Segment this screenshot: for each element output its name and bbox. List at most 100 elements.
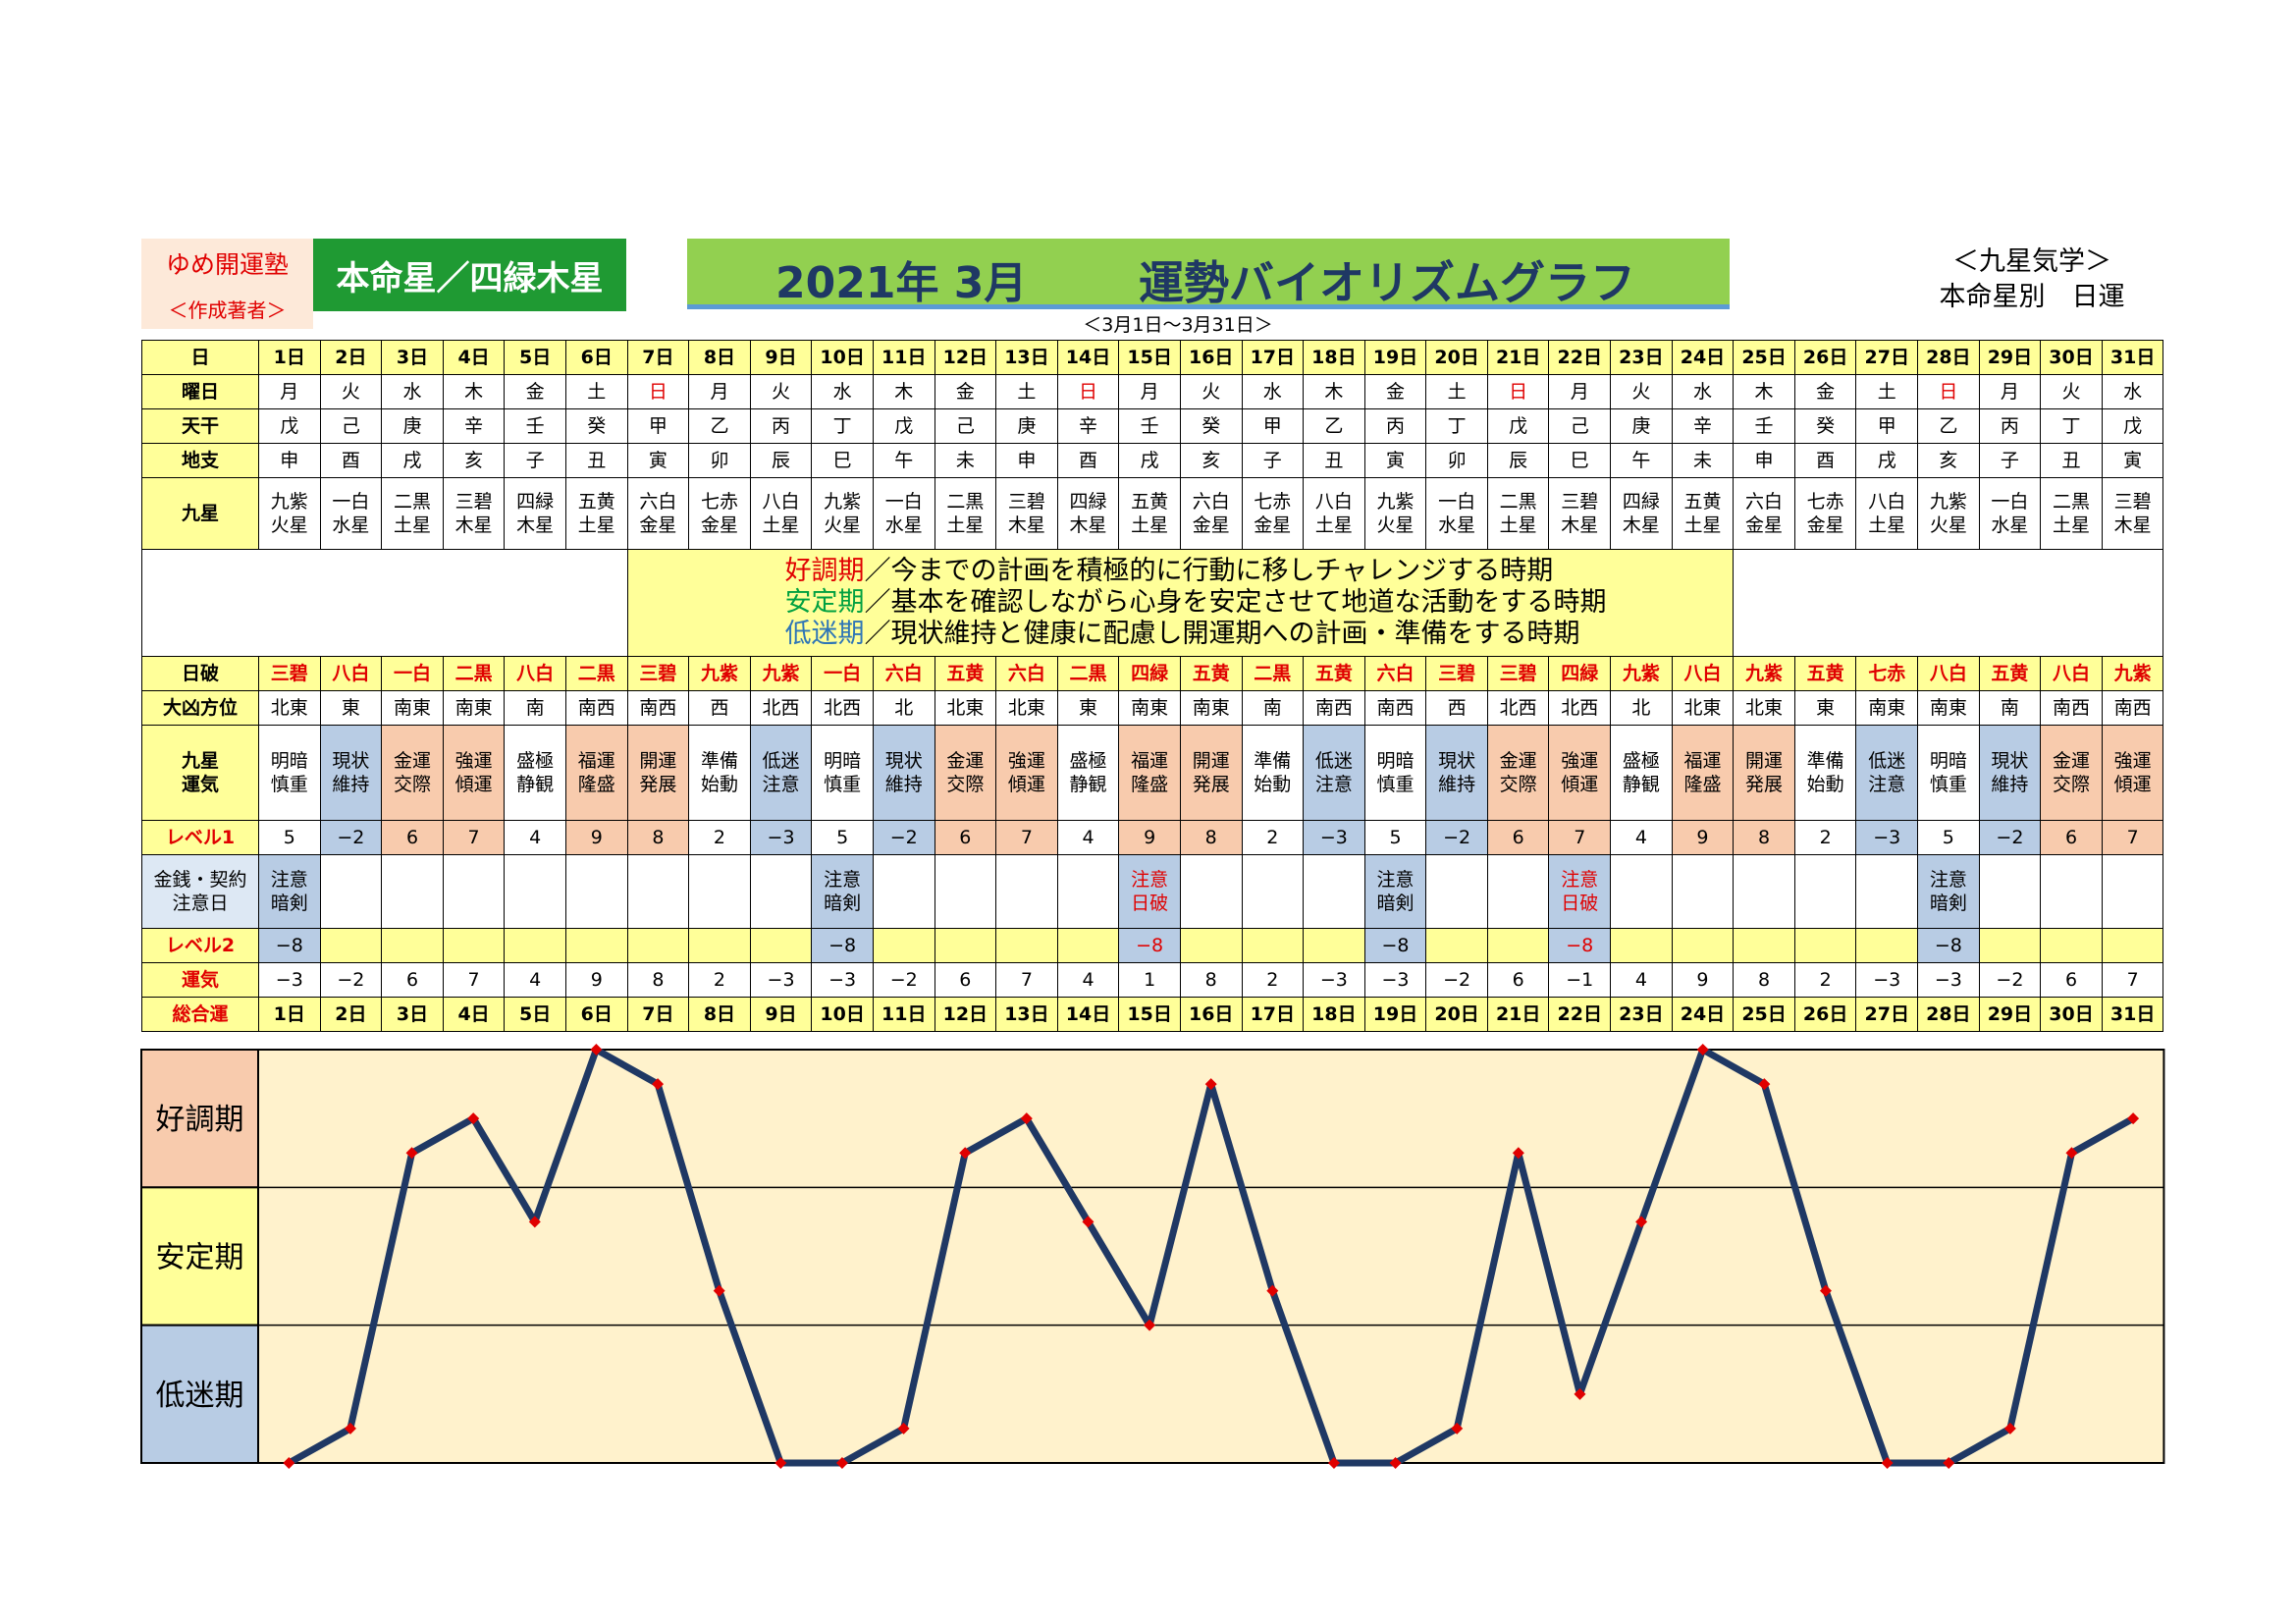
day-row-cell: 31日 <box>2101 340 2164 375</box>
legend-key: 安定期 <box>784 587 865 618</box>
unki-top: 福運 <box>577 750 615 772</box>
money-bottom: 暗剣 <box>270 893 308 914</box>
kyusei-top: 二黒 <box>2053 491 2091 513</box>
total-day-row-cell: 27日 <box>1855 997 1919 1032</box>
total-day-row-cell: 7日 <box>626 997 690 1032</box>
total-day-row-label: 総合運 <box>141 997 259 1032</box>
band-label-good: 好調期 <box>156 1103 244 1137</box>
total-row-cell: 2 <box>1793 962 1857 998</box>
weekday-row-cell: 木 <box>1303 374 1365 409</box>
unki-bottom: 発展 <box>1745 774 1784 795</box>
tenkan-row-cell: 甲 <box>1241 408 1305 444</box>
kyusei-top: 一白 <box>884 491 923 513</box>
unki-top: 開運 <box>1192 750 1230 772</box>
total-label-1: 運気 <box>181 969 219 991</box>
money-bottom: 日破 <box>1131 893 1169 914</box>
unki-row-cell: 現状 維持 <box>1978 725 2042 821</box>
band-label-box <box>140 1049 259 1189</box>
unki-top: 強運 <box>1007 750 1045 772</box>
money-row-cell <box>1179 854 1243 929</box>
level1-row-cell: 9 <box>1118 820 1181 855</box>
nippa-row-cell: 九紫 <box>1610 656 1673 691</box>
band-label-stable: 安定期 <box>156 1241 244 1275</box>
author-name: ゆめ開運塾 <box>165 250 289 279</box>
money-row-cell: 注意 暗剣 <box>258 854 321 929</box>
data-point <box>528 1216 541 1228</box>
total-row-label: 運気 <box>141 962 259 998</box>
chishi-row-cell: 申 <box>258 443 321 478</box>
money-top: 注意 <box>1929 869 1967 891</box>
legend-item: 安定期／基本を確認しながら心身を安定させて地道な活動をする時期 <box>784 587 1733 619</box>
level1-row-cell: 5 <box>811 820 874 855</box>
kyusei-row-cell: 九紫 火星 <box>1363 477 1427 550</box>
unki-bottom: 静観 <box>516 774 555 795</box>
total-day-row-cell: 10日 <box>811 997 874 1032</box>
unki-bottom: 注意 <box>762 774 800 795</box>
tenkan-row-cell: 癸 <box>564 408 628 444</box>
level1-row-cell: 9 <box>564 820 628 855</box>
chishi-row-cell: 午 <box>872 443 935 478</box>
day-row-cell: 10日 <box>811 340 874 375</box>
data-point <box>713 1284 725 1297</box>
level1-row-cell: 5 <box>258 820 321 855</box>
weekday-row-cell: 月 <box>1978 374 2042 409</box>
weekday-row-cell: 月 <box>1548 374 1612 409</box>
day-row-cell: 20日 <box>1425 340 1488 375</box>
money-row-cell <box>1486 854 1550 929</box>
unki-top: 準備 <box>1806 750 1844 772</box>
weekday-row-label: 曜日 <box>141 374 259 409</box>
unki-row-cell: 低迷 注意 <box>749 725 813 821</box>
data-point <box>1082 1216 1095 1228</box>
kyusei-row: 九星 九紫 火星 一白 水星 二黒 土星 三碧 木星 四緑 木星 五黄 土星 六白 金星 七赤 金星 八白 土星 九紫… <box>141 477 2164 550</box>
total-day-row-cell: 11日 <box>872 997 935 1032</box>
money-bottom: 暗剣 <box>1929 893 1967 914</box>
total-row-cell: −2 <box>1978 962 2042 998</box>
data-point <box>1696 1044 1709 1056</box>
total-day-row-cell: 3日 <box>381 997 444 1032</box>
unki-top: 明暗 <box>1929 750 1967 772</box>
day-row-cell: 28日 <box>1917 340 1980 375</box>
unki-bottom: 始動 <box>1254 774 1292 795</box>
kyusei-bottom: 火星 <box>1929 514 1967 536</box>
money-label-2: 注意日 <box>172 893 229 914</box>
kyusei-top: 三碧 <box>1007 491 1045 513</box>
kyusei-bottom: 木星 <box>1007 514 1045 536</box>
kyusei-bottom: 金星 <box>700 514 738 536</box>
day-row-cell: 1日 <box>258 340 321 375</box>
data-point <box>344 1422 356 1435</box>
kyusei-row-label: 九星 <box>141 477 259 550</box>
kyusei-top: 九紫 <box>824 491 862 513</box>
kyusei-top: 六白 <box>1192 491 1230 513</box>
total-day-row-cell: 5日 <box>504 997 566 1032</box>
total-label-2: 総合運 <box>172 1003 229 1025</box>
day-row-cell: 18日 <box>1303 340 1365 375</box>
kyusei-bottom: 木星 <box>1561 514 1599 536</box>
total-day-row-cell: 31日 <box>2101 997 2164 1032</box>
total-row-cell: 9 <box>564 962 628 998</box>
data-point <box>1144 1319 1156 1331</box>
money-top: 注意 <box>1131 869 1169 891</box>
level1-row-cell: −2 <box>319 820 383 855</box>
unki-row-cell: 強運 傾運 <box>1548 725 1612 821</box>
nippa-label-text: 日破 <box>181 663 219 684</box>
money-row-cell <box>319 854 383 929</box>
unki-bottom: 交際 <box>1499 774 1537 795</box>
kyusei-label-text: 九星 <box>181 503 219 524</box>
tenkan-row-cell: 丁 <box>2040 408 2103 444</box>
daikyo-row-label: 大凶方位 <box>141 690 259 726</box>
chishi-row-cell: 卯 <box>1425 443 1488 478</box>
level2-row-cell <box>872 928 935 963</box>
unki-row-cell: 明暗 慎重 <box>1363 725 1427 821</box>
kyusei-top: 六白 <box>1745 491 1784 513</box>
band-label-box <box>140 1186 259 1326</box>
unki-row-cell: 金運 交際 <box>2040 725 2103 821</box>
unki-top: 現状 <box>332 750 370 772</box>
legend-key: 好調期 <box>784 556 865 586</box>
unki-row-cell: 盛極 静観 <box>504 725 566 821</box>
unki-row-cell: 明暗 慎重 <box>811 725 874 821</box>
data-point <box>1451 1422 1464 1435</box>
data-point <box>1020 1112 1033 1125</box>
unki-top: 盛極 <box>1069 750 1107 772</box>
money-row-cell <box>1793 854 1857 929</box>
